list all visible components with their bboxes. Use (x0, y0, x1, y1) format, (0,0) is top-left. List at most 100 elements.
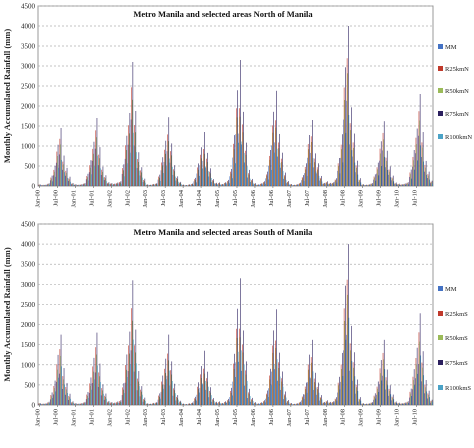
chart-title: Metro Manila and selected areas North of… (133, 9, 313, 19)
x-tick-label: Jul-06 (268, 189, 275, 206)
bar (374, 178, 375, 186)
bar (327, 400, 328, 405)
bar (298, 185, 299, 186)
bar (310, 153, 311, 186)
bar (231, 388, 232, 405)
bar (282, 382, 283, 405)
bar (197, 387, 198, 405)
bar (156, 184, 157, 186)
bar (174, 384, 175, 405)
bar (150, 185, 151, 186)
bar (242, 124, 243, 186)
bar (125, 383, 126, 405)
bar (421, 381, 422, 405)
bar (97, 333, 98, 405)
bar (186, 404, 187, 405)
bar (305, 387, 306, 405)
x-tick-label: Jul-02 (124, 190, 131, 206)
bar (380, 149, 381, 186)
bar (200, 165, 201, 186)
bar (146, 185, 147, 186)
bar (292, 185, 293, 186)
bar (339, 158, 340, 186)
bar (273, 353, 274, 405)
bar (151, 404, 152, 405)
bar (134, 125, 135, 186)
bar (172, 167, 173, 186)
bar (253, 183, 254, 186)
bar (271, 170, 272, 186)
bar (374, 396, 375, 405)
bar (45, 185, 46, 186)
bar (279, 134, 280, 186)
bar (105, 178, 106, 186)
bar (77, 185, 78, 186)
bar (355, 172, 356, 186)
bar (320, 398, 321, 405)
bar (283, 399, 284, 405)
bar (142, 167, 143, 186)
bar (412, 389, 413, 405)
x-tick-label: Jan-05 (214, 409, 221, 426)
bar (250, 396, 251, 405)
bar (118, 403, 119, 405)
bar (60, 349, 61, 405)
bar (171, 143, 172, 186)
bar (92, 149, 93, 186)
y-tick-label: 2500 (21, 83, 36, 91)
bar (157, 183, 158, 186)
bar (98, 165, 99, 186)
bar (379, 392, 380, 405)
bar (238, 362, 239, 405)
x-tick-label: Jan-05 (214, 190, 221, 207)
bar (60, 139, 61, 186)
bar (55, 381, 56, 405)
bar (170, 151, 171, 186)
bar (323, 403, 324, 405)
bar (341, 149, 342, 186)
bar (237, 90, 238, 186)
bar (139, 171, 140, 186)
bar (245, 370, 246, 405)
bar (56, 382, 57, 405)
bar (76, 185, 77, 186)
bar (195, 178, 196, 186)
bar (230, 391, 231, 405)
bar (377, 387, 378, 405)
bar (341, 364, 342, 405)
bar (319, 181, 320, 186)
y-tick-label: 4000 (21, 241, 36, 249)
bar (207, 153, 208, 186)
bar (330, 183, 331, 186)
bar (283, 179, 284, 186)
bar (423, 132, 424, 186)
bar (107, 403, 108, 405)
bar (125, 159, 126, 186)
bar (432, 402, 433, 405)
y-tick-label: 3000 (21, 63, 36, 71)
bar (216, 184, 217, 186)
bar (294, 185, 295, 186)
bar (356, 385, 357, 405)
bar (313, 390, 314, 405)
bar (293, 185, 294, 186)
bar (108, 402, 109, 405)
bar (380, 153, 381, 186)
bar (124, 176, 125, 186)
bar (51, 395, 52, 405)
bar (361, 182, 362, 186)
bar (218, 184, 219, 186)
bar (416, 364, 417, 405)
bar (217, 403, 218, 405)
bar (429, 397, 430, 405)
bar (323, 183, 324, 186)
bar (247, 178, 248, 186)
bar (200, 388, 201, 405)
bar (364, 185, 365, 186)
bar (92, 366, 93, 405)
bar (252, 181, 253, 186)
legend-swatch (438, 66, 443, 71)
bar (379, 161, 380, 186)
y-tick-label: 2000 (21, 103, 36, 111)
bar (425, 168, 426, 186)
